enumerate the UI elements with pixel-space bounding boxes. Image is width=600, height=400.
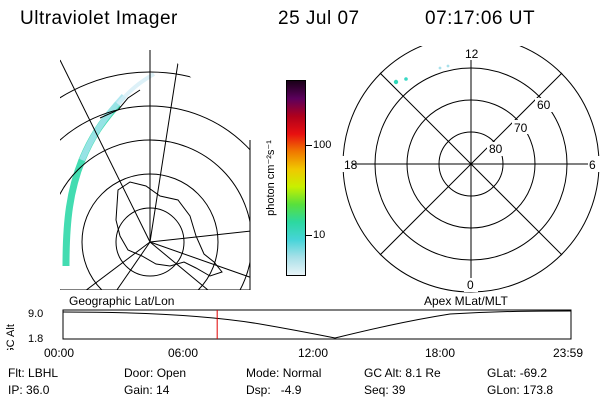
status-dsp: Dsp: -4.9 (246, 383, 302, 397)
status-glat: GLat: -69.2 (487, 366, 548, 380)
geographic-map-panel (60, 50, 251, 290)
status-gain: Gain: 14 (124, 383, 170, 397)
status-filter: Flt: LBHL (8, 366, 59, 380)
colorbar-tick-100: 100 (313, 139, 332, 151)
auroral-oval (62, 101, 121, 267)
timeline-y-label: GC Alt (5, 324, 17, 350)
time-label: 07:17:06 UT (425, 8, 536, 29)
mlt-label-12: 12 (465, 47, 479, 61)
colorbar-tick-10: 10 (313, 229, 326, 241)
date-label: 25 Jul 07 (278, 8, 360, 29)
instrument-title: Ultraviolet Imager (20, 8, 178, 29)
status-ip: IP: 36.0 (8, 383, 50, 397)
timeline-tick-9: 9.0 (28, 308, 43, 320)
timeline-x-0000: 00:00 (44, 346, 75, 360)
mlat-label-70: 70 (514, 121, 528, 135)
mlt-label-18: 18 (344, 158, 358, 172)
status-glon: GLon: 173.8 (487, 383, 554, 397)
colorbar-unit-label: photon cm⁻²s⁻¹ (265, 140, 277, 216)
orbit-timeline: GC Alt 9.0 1.8 (5, 308, 572, 350)
timeline-x-1800: 18:00 (425, 346, 456, 360)
geographic-panel-label: Geographic Lat/Lon (69, 294, 175, 308)
status-mode: Mode: Normal (246, 366, 322, 380)
timeline-frame (62, 309, 572, 340)
altitude-curve (62, 310, 572, 339)
mlt-label-6: 6 (589, 158, 596, 172)
status-seq: Seq: 39 (364, 383, 406, 397)
mlt-polar-plot: 12 18 6 0 60 70 80 (330, 46, 600, 293)
continent-outline (115, 181, 223, 277)
mlat-label-60: 60 (537, 98, 551, 112)
colorbar-unit-label-box: photon cm⁻²s⁻¹ (265, 140, 277, 216)
timeline-tick-1.8: 1.8 (28, 333, 43, 345)
mlt-label-0: 0 (467, 278, 474, 292)
mlat-label-80: 80 (489, 142, 503, 156)
intensity-colorbar (286, 80, 306, 276)
timeline-x-1200: 12:00 (298, 346, 329, 360)
mlt-panel-label: Apex MLat/MLT (424, 294, 508, 308)
timeline-x-2359: 23:59 (553, 346, 584, 360)
status-door: Door: Open (124, 366, 187, 380)
status-gc-alt: GC Alt: 8.1 Re (364, 366, 441, 380)
timeline-x-0600: 06:00 (168, 346, 199, 360)
